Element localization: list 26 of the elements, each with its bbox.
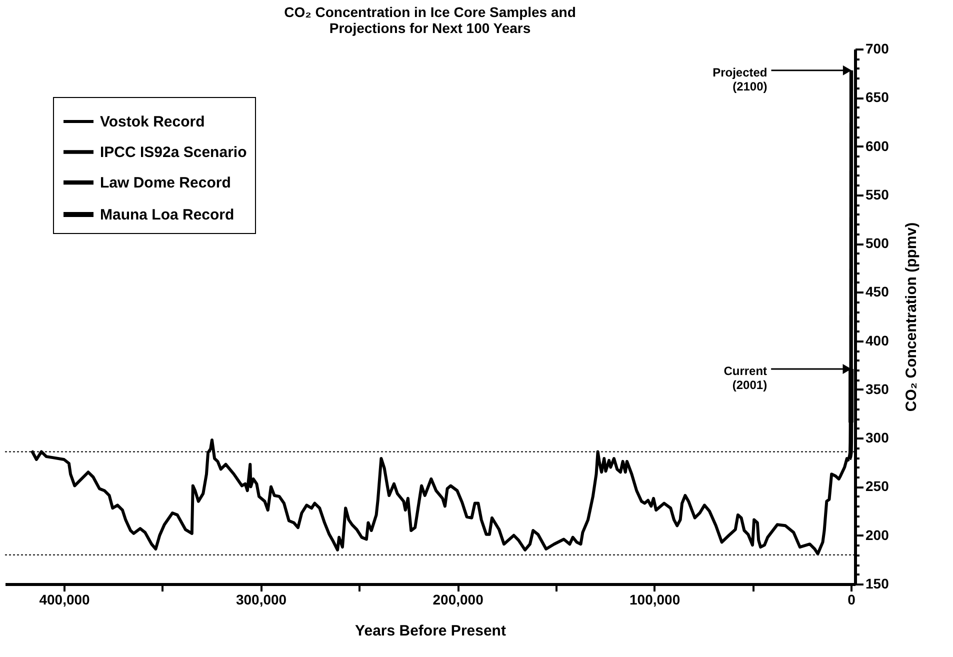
x-tick-label: 0 [848,592,856,608]
y-tick-label: 700 [866,40,890,56]
x-axis-title: Years Before Present [355,622,506,640]
y-tick-label: 300 [866,430,890,446]
y-tick-label: 650 [866,89,890,106]
legend-label: IPCC IS92a Scenario [100,144,247,161]
x-tick-label: 100,000 [630,592,680,608]
y-tick-label: 450 [866,284,890,300]
x-tick-label: 300,000 [236,592,287,608]
legend-label: Vostok Record [100,114,205,130]
x-tick-label: 200,000 [432,592,484,608]
y-tick-label: 500 [866,235,890,252]
y-tick-label: 400 [866,332,890,348]
y-tick-label: 200 [866,526,890,543]
x-tick-label: 400,000 [39,592,90,608]
legend-label: Law Dome Record [100,174,231,192]
y-tick-label: 150 [866,576,890,592]
annotation: Current (2001) [724,364,768,392]
annotation: Projected (2100) [712,65,768,94]
y-tick-label: 250 [866,478,890,494]
y-tick-label: 350 [866,380,890,397]
y-tick-label: 600 [866,138,890,154]
chart-title: CO₂ Concentration in Ice Core Samples and Projections for Next 100 Years [284,4,576,36]
y-tick-label: 550 [866,186,890,202]
y-axis-title: CO₂ Concentration (ppmv) [902,222,920,412]
legend-label: Mauna Loa Record [100,206,234,224]
